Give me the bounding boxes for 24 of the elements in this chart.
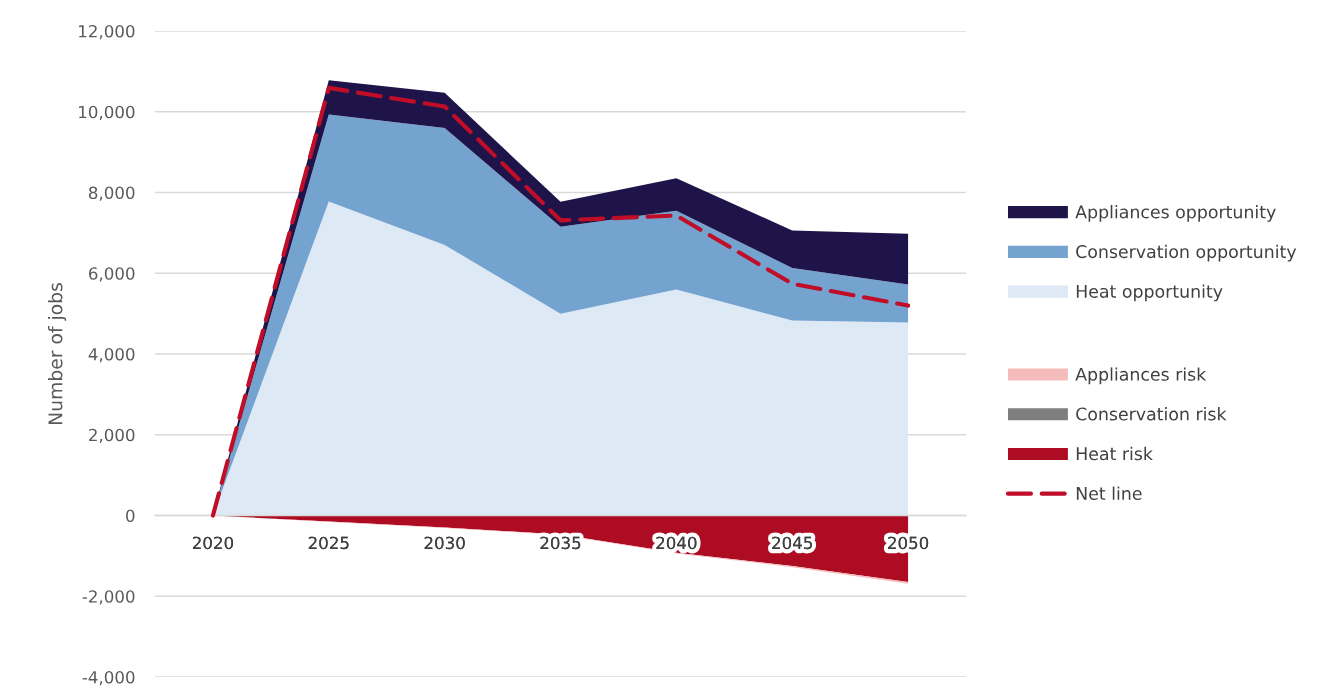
y-tick-label: 6,000: [89, 267, 135, 282]
x-tick-label: 2030: [424, 536, 465, 550]
legend-label: Heat risk: [1076, 446, 1153, 461]
y-tick-label: 2,000: [89, 428, 135, 444]
y-tick-label: 0: [126, 509, 135, 523]
x-tick-label: 2035: [540, 536, 581, 550]
y-tick-label: -2,000: [82, 590, 135, 605]
legend-label: Conservation opportunity: [1076, 244, 1297, 262]
y-tick-label: 10,000: [79, 105, 135, 121]
legend-label: Heat opportunity: [1076, 284, 1223, 302]
x-tick-label: 2045: [772, 536, 812, 550]
y-tick-label: 12,000: [79, 24, 135, 40]
x-tick-label: 2020: [192, 536, 234, 550]
y-axis-title: Number of jobs: [47, 283, 67, 424]
x-tick-label: 2040: [656, 536, 697, 550]
y-tick-label: 4,000: [88, 347, 135, 363]
x-tick-label: 2025: [308, 536, 349, 550]
legend-label: Conservation risk: [1076, 407, 1227, 421]
y-tick-label: -4,000: [82, 670, 135, 686]
x-tick-label: 2050: [888, 536, 929, 550]
legend-label: Appliances risk: [1075, 367, 1207, 385]
legend-label: Net line: [1076, 486, 1142, 500]
y-tick-label: 8,000: [88, 186, 135, 201]
legend-label: Appliances opportunity: [1075, 205, 1276, 222]
